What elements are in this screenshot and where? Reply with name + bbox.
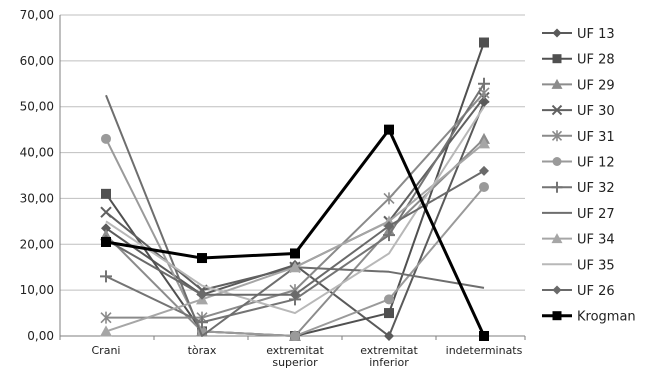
series-uf-34-point xyxy=(478,137,490,149)
legend-krogman-marker xyxy=(552,311,562,321)
series-uf-13-point xyxy=(384,331,394,341)
legend-uf-35: UF 35 xyxy=(542,258,615,273)
series-uf-34-point xyxy=(100,325,112,337)
x-tick-label: indeterminats xyxy=(446,344,523,357)
series-krogman-point xyxy=(101,236,111,247)
series-uf-32-point xyxy=(383,229,395,242)
series-uf-28-point xyxy=(101,188,111,199)
x-tick-label: extremitat superior xyxy=(266,344,324,369)
series-lines xyxy=(100,37,490,341)
series-krogman-point xyxy=(479,331,489,341)
series-uf-26-point xyxy=(290,289,300,300)
y-tick-label: 50,00 xyxy=(20,100,54,114)
legend-uf-32-label: UF 32 xyxy=(577,181,615,196)
series-uf-12-point xyxy=(479,181,489,192)
legend-uf-35-label: UF 35 xyxy=(577,258,615,273)
series-uf-32-point xyxy=(100,270,112,283)
series-uf-26-point xyxy=(197,289,207,300)
legend-uf-34-marker xyxy=(551,233,563,244)
y-tick-label: 10,00 xyxy=(20,283,54,297)
legend: UF 13 UF 28 UF 29 UF 30 UF 31 UF 12 UF 32 UF 27… xyxy=(542,27,636,325)
legend-uf-13-marker xyxy=(552,28,562,38)
legend-uf-29: UF 29 xyxy=(542,78,615,93)
legend-uf-28-marker xyxy=(552,54,562,64)
x-tick-label: Crani xyxy=(92,344,121,357)
y-tick-label: 40,00 xyxy=(20,146,54,160)
legend-uf-13-label: UF 13 xyxy=(577,27,615,42)
legend-uf-30-marker xyxy=(551,104,563,116)
legend-uf-29-label: UF 29 xyxy=(577,78,615,93)
legend-uf-32-marker xyxy=(551,181,563,193)
series-uf-34-point xyxy=(289,261,301,273)
x-tick-label: extremitat inferior xyxy=(360,344,418,369)
series-uf-32-point xyxy=(478,77,490,90)
legend-uf-26: UF 26 xyxy=(542,284,615,299)
series-krogman-point xyxy=(197,253,207,264)
series-uf-12-point xyxy=(290,331,300,341)
series-uf-12-point xyxy=(101,133,111,144)
y-tick-label: 0,00 xyxy=(27,329,54,343)
legend-uf-12-label: UF 12 xyxy=(577,156,615,171)
series-uf-29 xyxy=(100,132,490,341)
series-uf-13-point xyxy=(101,223,111,234)
legend-uf-27-label: UF 27 xyxy=(577,207,615,222)
gridlines xyxy=(60,14,525,337)
series-uf-26-point xyxy=(384,220,394,231)
series-krogman xyxy=(101,124,489,341)
series-krogman-point xyxy=(290,248,300,259)
series-uf-35 xyxy=(105,106,485,315)
y-tick-label: 30,00 xyxy=(20,191,54,205)
series-uf-28-point xyxy=(479,37,489,48)
series-uf-12-point xyxy=(384,294,394,305)
legend-uf-28: UF 28 xyxy=(542,53,615,68)
legend-uf-27: UF 27 xyxy=(542,207,615,222)
legend-uf-31: UF 31 xyxy=(542,130,615,145)
legend-uf-31-label: UF 31 xyxy=(577,130,615,145)
legend-krogman: Krogman xyxy=(542,310,636,325)
series-uf-30-point xyxy=(100,206,112,218)
y-tick-label: 20,00 xyxy=(20,237,54,251)
series-uf-28-point xyxy=(384,308,394,319)
y-tick-label: 70,00 xyxy=(20,8,54,22)
legend-uf-30: UF 30 xyxy=(542,104,615,119)
legend-uf-12: UF 12 xyxy=(542,156,615,171)
series-uf-26-point xyxy=(479,165,489,176)
legend-uf-13: UF 13 xyxy=(542,27,615,42)
series-uf-31-point xyxy=(383,192,395,205)
legend-krogman-label: Krogman xyxy=(577,310,636,325)
series-uf-31-point xyxy=(100,311,112,324)
legend-uf-32: UF 32 xyxy=(542,181,615,196)
legend-uf-29-marker xyxy=(551,78,563,89)
legend-uf-26-label: UF 26 xyxy=(577,284,615,299)
x-tick-label: tòrax xyxy=(188,344,217,357)
legend-uf-34: UF 34 xyxy=(542,233,615,248)
y-tick-label: 60,00 xyxy=(20,54,54,68)
series-krogman-point xyxy=(384,124,394,135)
legend-uf-30-label: UF 30 xyxy=(577,104,615,119)
legend-uf-34-label: UF 34 xyxy=(577,233,615,248)
legend-uf-31-marker xyxy=(551,130,563,142)
series-uf-32-point xyxy=(196,316,208,329)
legend-uf-28-label: UF 28 xyxy=(577,53,615,68)
series-uf-12 xyxy=(101,133,489,341)
legend-uf-26-marker xyxy=(552,285,562,295)
legend-uf-12-marker xyxy=(552,157,562,166)
